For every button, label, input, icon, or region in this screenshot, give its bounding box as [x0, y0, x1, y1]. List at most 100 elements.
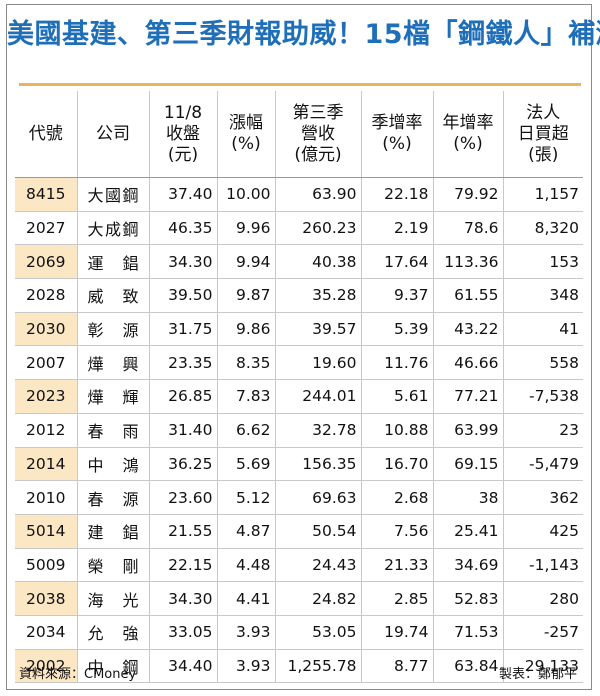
- stock-code-cell: 2038: [15, 581, 77, 616]
- column-header-line: (張): [528, 144, 559, 165]
- stock-code-cell: 8415: [15, 177, 77, 212]
- column-header-line: (%): [382, 134, 412, 154]
- company-name-char: 春: [87, 422, 104, 442]
- column-header: 公司: [76, 91, 149, 178]
- inst-net-buy-cell: 1,157: [502, 177, 583, 212]
- inst-net-buy-cell: -7,538: [502, 379, 583, 414]
- yoy-cell: 61.55: [432, 278, 503, 313]
- yoy-cell: 25.41: [432, 514, 503, 549]
- q3-revenue-cell: 69.63: [274, 480, 361, 515]
- change-pct-cell: 9.86: [216, 312, 275, 347]
- q3-revenue-cell: 40.38: [274, 244, 361, 280]
- yoy-cell: 63.99: [432, 413, 503, 448]
- table-row: 2038 海光 34.30 4.41 24.82 2.85 52.83 280: [15, 581, 583, 616]
- column-header-line: 漲幅: [229, 113, 263, 133]
- yoy-cell: 63.84: [432, 649, 503, 684]
- change-pct-cell: 5.69: [216, 447, 275, 482]
- qoq-cell: 9.37: [360, 278, 433, 313]
- inst-net-buy-cell: 425: [502, 514, 583, 549]
- stock-code-cell: 2069: [15, 244, 77, 280]
- stock-code-cell: 2028: [15, 278, 77, 313]
- page-title: 美國基建、第三季財報助威！15檔「鋼鐵人」補漲: [7, 19, 600, 50]
- change-pct-cell: 9.87: [216, 278, 275, 313]
- change-pct-cell: 3.93: [216, 615, 275, 650]
- close-price-cell: 31.75: [148, 312, 217, 347]
- stock-code-cell: 5009: [15, 548, 77, 583]
- company-name-cell: 允強: [76, 615, 149, 650]
- table-card: 美國基建、第三季財報助威！15檔「鋼鐵人」補漲 代號 公司 11/8 收盤 (元) 漲幅(…: [6, 4, 600, 690]
- yoy-cell: 38: [432, 480, 503, 515]
- company-name-cell: 海光: [76, 581, 149, 616]
- q3-revenue-cell: 24.43: [274, 548, 361, 583]
- table-row: 2034 允強 33.05 3.93 53.05 19.74 71.53 -257: [15, 615, 583, 650]
- yoy-cell: 71.53: [432, 615, 503, 650]
- qoq-cell: 8.77: [360, 649, 433, 684]
- table-row: 2002 中鋼 34.40 3.93 1,255.78 8.77 63.84 29,133: [15, 649, 583, 684]
- q3-revenue-cell: 1,255.78: [274, 649, 361, 684]
- company-name-char: 運: [87, 253, 104, 273]
- close-price-cell: 34.30: [148, 244, 217, 280]
- inst-net-buy-cell: 348: [502, 278, 583, 313]
- company-name-char: 源: [122, 489, 139, 509]
- column-header-line: (%): [453, 134, 483, 154]
- qoq-cell: 2.85: [360, 581, 433, 616]
- q3-revenue-cell: 244.01: [274, 379, 361, 414]
- change-pct-cell: 9.94: [216, 244, 275, 280]
- company-name-cell: 大國鋼: [76, 177, 149, 212]
- table-row: 2069 運錩 34.30 9.94 40.38 17.64 113.36 153: [15, 244, 583, 280]
- column-header: 年增率 (%): [432, 91, 503, 178]
- company-name-char: 光: [122, 590, 139, 610]
- close-price-cell: 34.30: [148, 581, 217, 616]
- company-name-char: 大: [87, 186, 104, 206]
- close-price-cell: 21.55: [148, 514, 217, 549]
- q3-revenue-cell: 39.57: [274, 312, 361, 347]
- q3-revenue-cell: 63.90: [274, 177, 361, 212]
- column-header-line: 第三季: [292, 102, 344, 123]
- company-name-char: 燁: [87, 354, 104, 374]
- q3-revenue-cell: 35.28: [274, 278, 361, 313]
- qoq-cell: 5.61: [360, 379, 433, 414]
- stock-code-cell: 2023: [15, 379, 77, 414]
- yoy-cell: 79.92: [432, 177, 503, 212]
- q3-revenue-cell: 50.54: [274, 514, 361, 549]
- stock-code-cell: 2034: [15, 615, 77, 650]
- qoq-cell: 2.19: [360, 211, 433, 246]
- inst-net-buy-cell: -257: [502, 615, 583, 650]
- table-row: 8415 大國鋼 37.40 10.00 63.90 22.18 79.92 1,157: [15, 177, 583, 212]
- change-pct-cell: 6.62: [216, 413, 275, 448]
- company-name-char: 錩: [122, 523, 139, 543]
- q3-revenue-cell: 53.05: [274, 615, 361, 650]
- change-pct-cell: 10.00: [216, 177, 275, 212]
- header-row: 代號 公司 11/8 收盤 (元) 漲幅 (%) 第三季 營收 (億元) 季增率 (%) 年增率 (%) 法…: [15, 91, 583, 178]
- qoq-cell: 22.18: [360, 177, 433, 212]
- company-name-cell: 中鋼: [76, 649, 149, 684]
- table-row: 2023 燁輝 26.85 7.83 244.01 5.61 77.21 -7,538: [15, 379, 583, 414]
- change-pct-cell: 4.48: [216, 548, 275, 583]
- close-price-cell: 39.50: [148, 278, 217, 313]
- table-row: 2012 春雨 31.40 6.62 32.78 10.88 63.99 23: [15, 413, 583, 448]
- stock-code-cell: 2027: [15, 211, 77, 246]
- company-name-char: 允: [87, 624, 104, 644]
- table-row: 2014 中鴻 36.25 5.69 156.35 16.70 69.15 -5,479: [15, 447, 583, 482]
- inst-net-buy-cell: 41: [502, 312, 583, 347]
- yoy-cell: 69.15: [432, 447, 503, 482]
- company-name-cell: 春源: [76, 480, 149, 515]
- table-row: 2030 彰源 31.75 9.86 39.57 5.39 43.22 41: [15, 312, 583, 347]
- column-header: 漲幅 (%): [216, 91, 275, 178]
- column-header-line: 公司: [96, 123, 130, 144]
- qoq-cell: 16.70: [360, 447, 433, 482]
- company-name-char: 中: [87, 657, 104, 677]
- company-name-cell: 榮剛: [76, 548, 149, 583]
- close-price-cell: 22.15: [148, 548, 217, 583]
- qoq-cell: 2.68: [360, 480, 433, 515]
- company-name-cell: 春雨: [76, 413, 149, 448]
- stock-code-cell: 2014: [15, 447, 77, 482]
- close-price-cell: 33.05: [148, 615, 217, 650]
- change-pct-cell: 4.87: [216, 514, 275, 549]
- yoy-cell: 43.22: [432, 312, 503, 347]
- company-name-char: 海: [87, 590, 104, 610]
- inst-net-buy-cell: -5,479: [502, 447, 583, 482]
- stock-code-cell: 2010: [15, 480, 77, 515]
- table-body: 8415 大國鋼 37.40 10.00 63.90 22.18 79.92 1,157 202…: [15, 177, 583, 684]
- company-name-char: 彰: [87, 321, 104, 341]
